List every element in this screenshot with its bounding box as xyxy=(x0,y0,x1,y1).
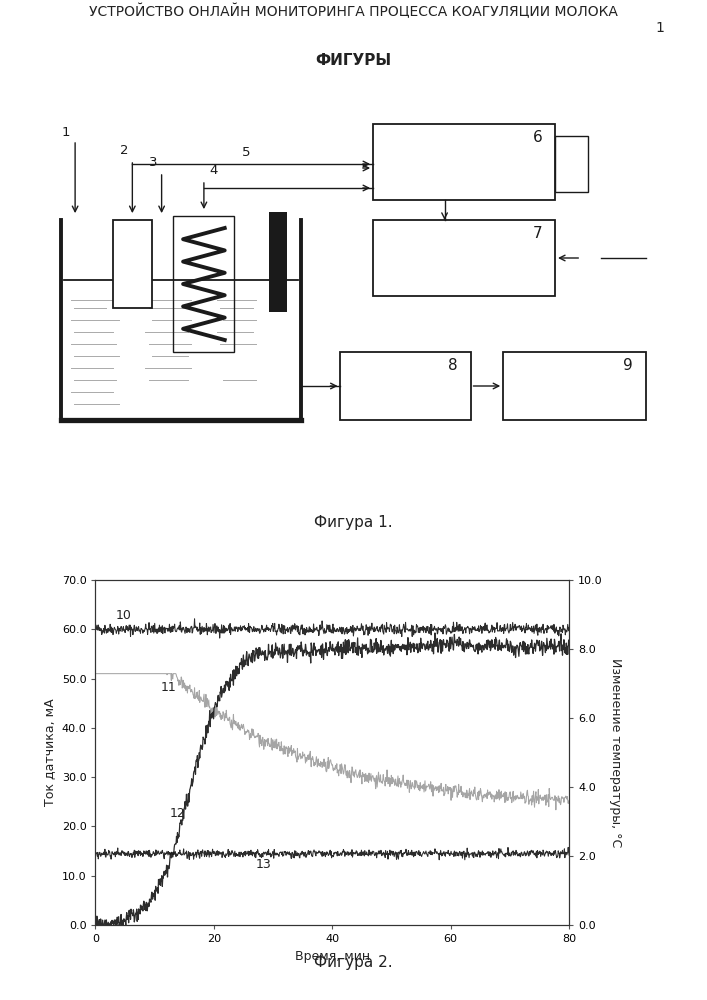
Y-axis label: Изменение температуры, °С: Изменение температуры, °С xyxy=(609,658,622,847)
Text: 10: 10 xyxy=(116,609,132,622)
Text: 4: 4 xyxy=(209,164,218,177)
Text: 13: 13 xyxy=(255,858,271,871)
Text: Фигура 2.: Фигура 2. xyxy=(314,956,393,970)
Text: 6: 6 xyxy=(532,130,542,145)
Text: 3: 3 xyxy=(149,156,158,169)
Bar xyxy=(373,220,555,296)
Bar xyxy=(503,352,646,420)
Bar xyxy=(269,212,287,312)
Text: ФИГУРЫ: ФИГУРЫ xyxy=(315,53,392,68)
Text: 12: 12 xyxy=(170,807,185,820)
Text: 9: 9 xyxy=(624,358,633,373)
Text: 1: 1 xyxy=(62,126,70,139)
Text: 5: 5 xyxy=(242,146,250,159)
Text: Фигура 1.: Фигура 1. xyxy=(314,515,393,530)
Text: 1: 1 xyxy=(655,21,665,35)
Bar xyxy=(341,352,471,420)
Bar xyxy=(173,216,235,352)
X-axis label: Время, мин: Время, мин xyxy=(295,950,370,963)
Text: 11: 11 xyxy=(160,681,176,694)
Text: УСТРОЙСТВО ОНЛАЙН МОНИТОРИНГА ПРОЦЕССА КОАГУЛЯЦИИ МОЛОКА: УСТРОЙСТВО ОНЛАЙН МОНИТОРИНГА ПРОЦЕССА К… xyxy=(89,4,618,20)
Text: 8: 8 xyxy=(448,358,457,373)
Bar xyxy=(373,124,555,200)
Text: 7: 7 xyxy=(532,226,542,241)
Bar xyxy=(555,136,588,192)
Y-axis label: Ток датчика, мА: Ток датчика, мА xyxy=(43,699,56,806)
Text: 2: 2 xyxy=(120,144,129,157)
Bar xyxy=(113,220,152,308)
